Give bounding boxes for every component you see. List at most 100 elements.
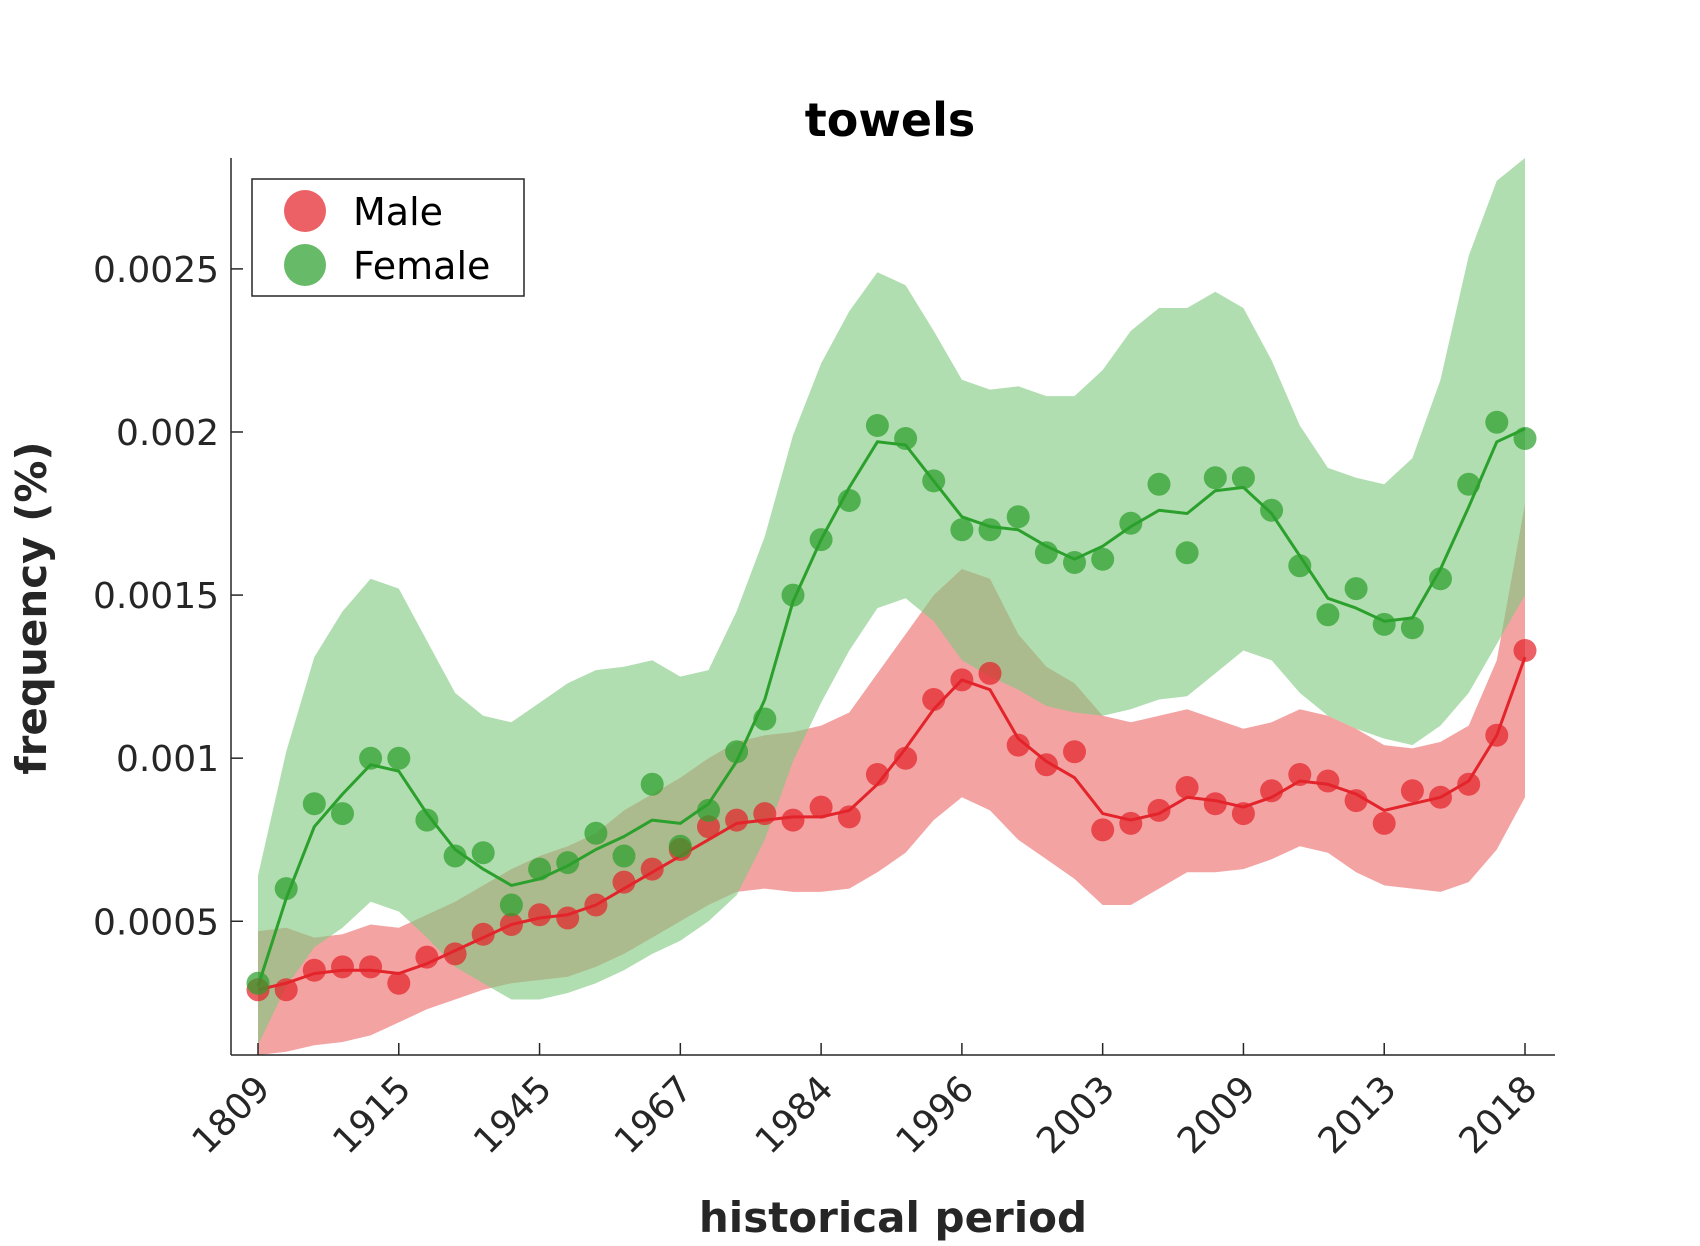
female-point — [1006, 505, 1030, 529]
female-point — [753, 707, 777, 731]
x-tick-label: 1915 — [325, 1068, 419, 1162]
female-point — [1288, 554, 1312, 578]
legend: Male Female — [251, 178, 525, 297]
male-point — [753, 802, 777, 826]
legend-male-label: Male — [353, 190, 443, 234]
x-tick-label: 1967 — [607, 1068, 701, 1162]
male-point — [471, 922, 495, 946]
male-point — [1203, 792, 1227, 816]
female-point — [387, 746, 411, 770]
female-point — [331, 802, 354, 826]
male-point — [556, 906, 580, 930]
male-point — [1175, 776, 1199, 799]
female-point — [1175, 541, 1199, 565]
legend-female-marker — [284, 244, 326, 286]
male-point — [499, 913, 523, 936]
male-point — [865, 763, 889, 786]
female-point — [1119, 511, 1143, 535]
male-point — [331, 955, 354, 979]
male-point — [359, 955, 383, 979]
male-line — [257, 656, 1527, 992]
female-point — [725, 740, 749, 764]
female-point — [274, 877, 298, 901]
legend-male-marker — [284, 190, 326, 232]
y-tick-label: 0.0025 — [93, 250, 219, 291]
male-point — [809, 795, 833, 819]
male-point — [697, 815, 720, 839]
female-point — [246, 971, 270, 995]
male-point — [387, 971, 411, 995]
axes — [230, 158, 1555, 1056]
male-point — [1006, 733, 1030, 757]
male-point — [1260, 779, 1284, 803]
y-ticks: 0.0005 0.001 0.0015 0.002 0.0025 — [93, 250, 243, 943]
male-point — [1400, 779, 1424, 803]
male-point — [725, 808, 749, 832]
female-point — [1485, 410, 1509, 434]
female-point — [1457, 472, 1481, 496]
male-point — [837, 805, 861, 829]
male-point — [302, 958, 326, 982]
male-point — [640, 857, 664, 881]
y-tick-label: 0.002 — [116, 413, 219, 454]
y-axis-label: frequency (%) — [7, 441, 56, 774]
female-point — [1513, 427, 1537, 450]
female-point — [950, 518, 974, 542]
male-point — [1485, 723, 1509, 747]
female-point — [922, 469, 946, 493]
male-point — [1119, 811, 1143, 835]
male-point — [415, 945, 439, 969]
female-point — [1316, 603, 1340, 627]
x-tick-label: 1996 — [888, 1068, 982, 1162]
female-point — [781, 583, 805, 607]
female-point — [584, 821, 608, 845]
male-point — [781, 808, 805, 832]
male-point — [894, 746, 918, 770]
x-tick-label: 2018 — [1452, 1068, 1546, 1162]
male-point — [978, 661, 1002, 685]
female-point — [359, 746, 383, 770]
male-point — [584, 893, 608, 917]
female-point — [697, 798, 720, 822]
x-tick-label: 1984 — [748, 1068, 842, 1162]
female-point — [528, 857, 552, 881]
x-tick-label: 1809 — [185, 1068, 279, 1162]
female-point — [1063, 551, 1086, 574]
male-point — [1372, 811, 1396, 835]
series-lines — [256, 427, 1527, 992]
female-point — [1429, 567, 1452, 591]
male-point — [1316, 769, 1340, 793]
male-point — [1091, 818, 1115, 842]
female-point — [978, 518, 1002, 542]
male-point — [1429, 785, 1452, 809]
y-tick-label: 0.0005 — [93, 902, 219, 943]
x-tick-label: 2009 — [1170, 1068, 1264, 1162]
male-point — [274, 978, 298, 1002]
female-point — [668, 834, 692, 858]
male-point — [1231, 802, 1255, 826]
y-tick-label: 0.0015 — [93, 576, 219, 617]
male-point — [950, 668, 974, 692]
female-point — [1372, 612, 1396, 636]
female-point — [443, 844, 467, 868]
male-point — [1034, 753, 1058, 777]
male-point — [443, 942, 467, 966]
legend-female-label: Female — [353, 244, 490, 288]
chart-title: towels — [805, 93, 975, 147]
female-point — [471, 841, 495, 865]
series-points — [246, 410, 1537, 1002]
female-point — [1034, 541, 1058, 565]
female-point — [556, 851, 580, 875]
male-point — [1147, 798, 1171, 822]
female-point — [640, 772, 664, 796]
female-point — [1260, 498, 1284, 522]
male-point — [612, 870, 636, 894]
female-point — [1231, 466, 1255, 490]
female-point — [415, 808, 439, 832]
female-point — [1203, 466, 1227, 490]
male-point — [1513, 639, 1537, 662]
female-point — [1091, 547, 1115, 571]
y-tick-label: 0.001 — [116, 739, 219, 780]
female-point — [499, 893, 523, 917]
